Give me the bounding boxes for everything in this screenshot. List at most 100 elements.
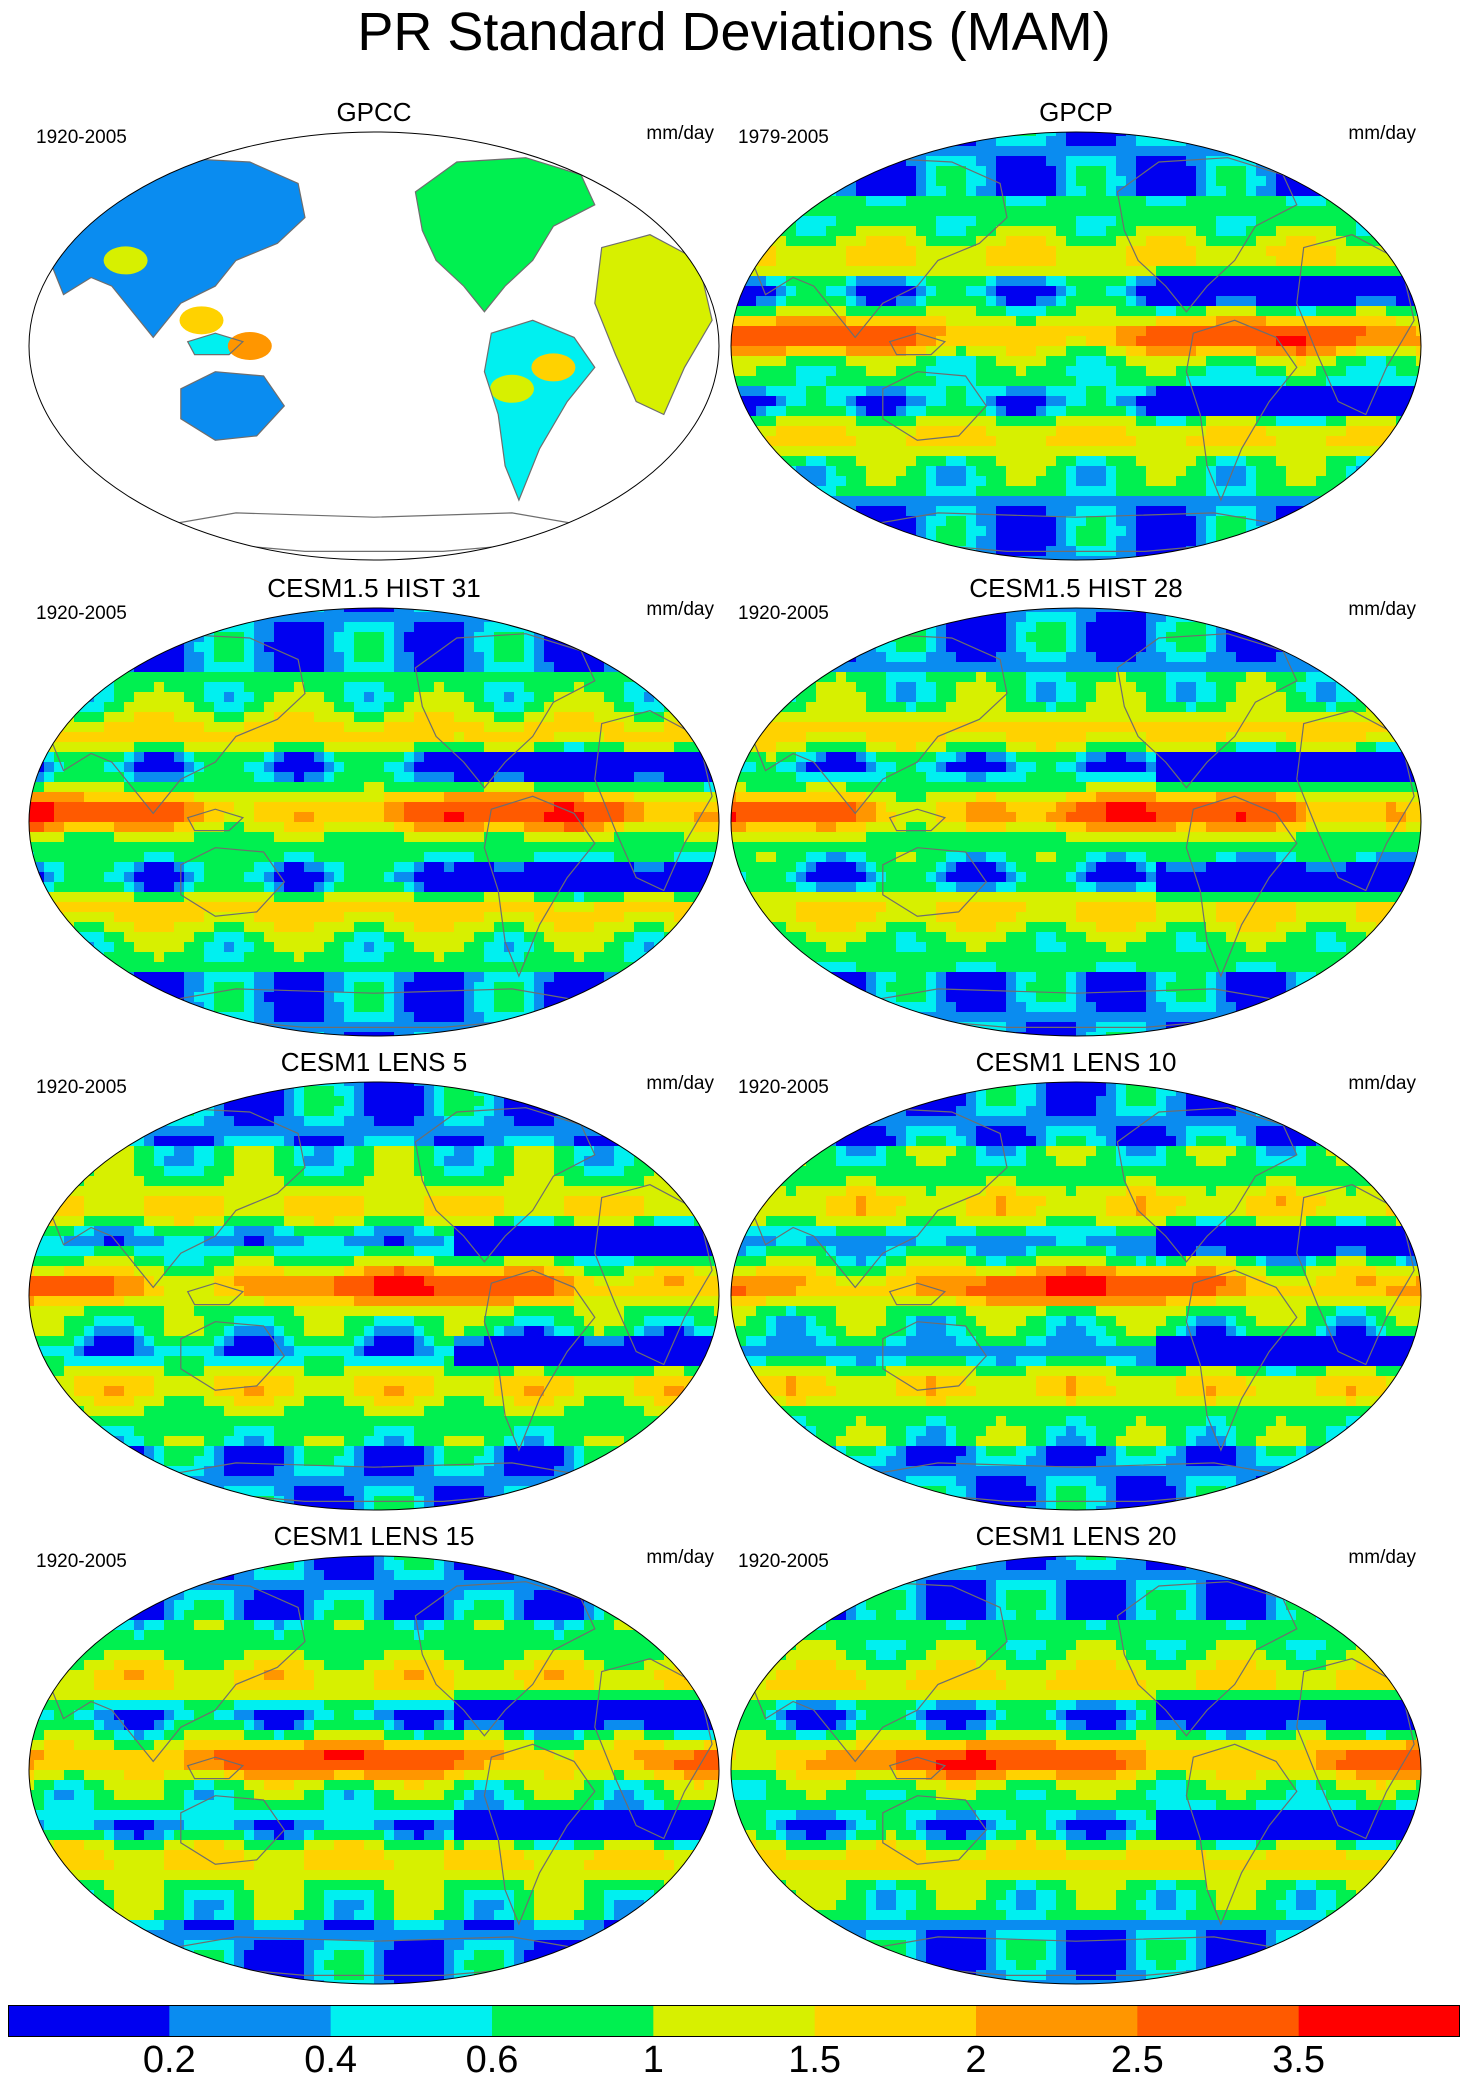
precip-cell [1276,266,1287,277]
precip-cell [816,176,827,187]
precip-cell [896,266,907,277]
precip-cell [1226,196,1237,207]
precip-cell [354,652,365,663]
precip-cell [674,682,685,693]
precip-cell [946,326,957,337]
precip-cell [1156,216,1167,227]
precip-cell [204,762,215,773]
precip-cell [746,196,757,207]
precip-cell [1066,236,1077,247]
precip-cell [174,662,185,673]
precip-cell [731,436,737,447]
precip-cell [484,722,495,733]
precip-cell [1296,296,1307,307]
precip-cell [776,346,787,357]
precip-cell [996,256,1007,267]
precip-cell [936,466,947,477]
precip-cell [1386,296,1397,307]
precip-cell [414,812,425,823]
precip-cell [1046,326,1057,337]
precip-cell [664,692,675,703]
precip-cell [1046,376,1057,387]
precip-cell [856,556,867,560]
precip-cell [1126,266,1137,277]
precip-cell [1196,216,1207,227]
precip-cell [1026,316,1037,327]
precip-cell [1116,406,1127,417]
precip-cell [876,506,887,517]
precip-cell [816,356,827,367]
precip-cell [1386,536,1397,547]
precip-cell [976,456,987,467]
precip-cell [34,692,45,703]
precip-cell [786,506,797,517]
precip-cell [1056,166,1067,177]
precip-cell [524,662,535,673]
precip-cell [1036,236,1047,247]
precip-cell [454,832,465,843]
precip-cell [1196,346,1207,357]
precip-cell [204,692,215,703]
precip-cell [1286,246,1297,257]
precip-cell [354,712,365,723]
precip-cell [996,426,1007,437]
precip-cell [856,296,867,307]
precip-cell [1026,156,1037,167]
precip-cell [1166,226,1177,237]
precip-cell [304,802,315,813]
precip-cell [766,476,777,487]
precip-cell [1026,406,1037,417]
precip-cell [1266,326,1277,337]
precip-cell [846,466,857,477]
precip-cell [564,772,575,783]
precip-cell [1026,176,1037,187]
precip-cell [1176,516,1187,527]
precip-cell [1266,286,1277,297]
precip-cell [294,772,305,783]
precip-cell [234,762,245,773]
precip-cell [1386,366,1397,377]
precip-cell [1156,376,1167,387]
precip-cell [614,832,625,843]
precip-cell [1396,436,1407,447]
precip-cell [786,416,797,427]
precip-cell [1276,236,1287,247]
precip-cell [976,346,987,357]
precip-cell [484,772,495,783]
precip-cell [624,642,635,653]
precip-cell [1086,316,1097,327]
precip-cell [554,822,565,833]
precip-cell [384,782,395,793]
precip-cell [826,246,837,257]
precip-cell [966,186,977,197]
precip-cell [816,216,827,227]
precip-cell [504,862,515,873]
precip-cell [554,812,565,823]
precip-cell [224,792,235,803]
precip-cell [514,862,525,873]
precip-cell [474,692,485,703]
precip-cell [926,136,937,147]
precip-cell [1256,556,1267,560]
precip-cell [564,862,575,873]
precip-cell [304,822,315,833]
precip-cell [1066,306,1077,317]
precip-cell [836,426,847,437]
precip-cell [214,642,225,653]
precip-cell [1176,146,1187,157]
precip-cell [1056,446,1067,457]
precip-cell [94,822,105,833]
precip-cell [976,246,987,257]
precip-cell [1056,286,1067,297]
precip-cell [304,692,315,703]
precip-cell [134,732,145,743]
precip-cell [1196,166,1207,177]
precip-cell [1016,246,1027,257]
precip-cell [154,622,165,633]
precip-cell [956,146,967,157]
precip-cell [1266,276,1277,287]
precip-cell [1216,546,1227,557]
precip-cell [1086,206,1097,217]
precip-cell [906,466,917,477]
precip-cell [916,526,927,537]
